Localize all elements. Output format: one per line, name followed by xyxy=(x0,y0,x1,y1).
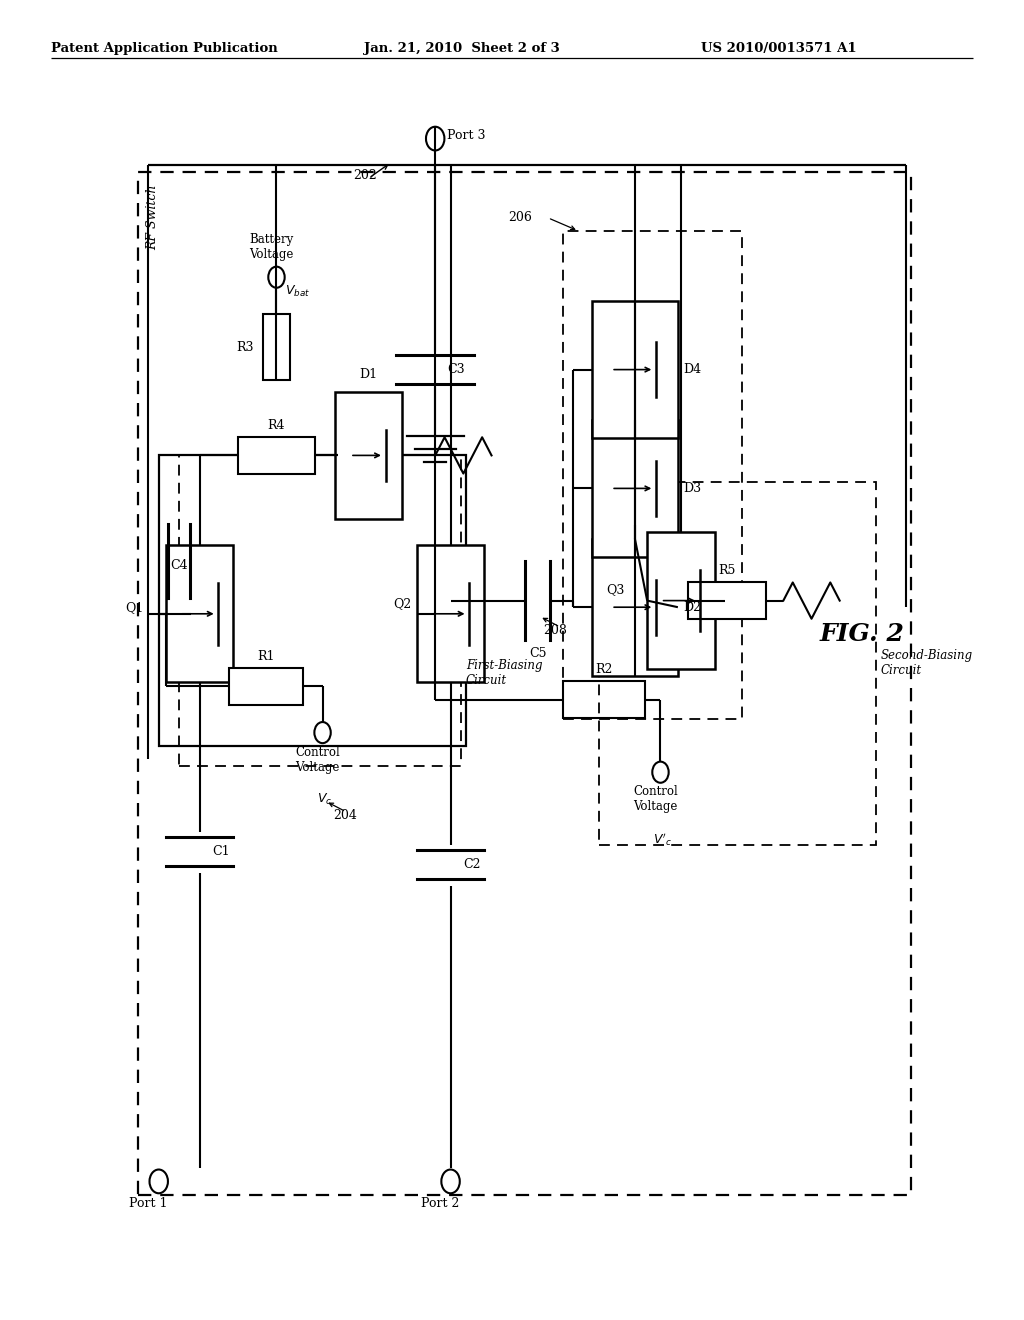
Text: $V_{bat}$: $V_{bat}$ xyxy=(285,284,310,298)
Text: D2: D2 xyxy=(683,601,701,614)
Text: 202: 202 xyxy=(353,169,377,182)
Text: Port 1: Port 1 xyxy=(129,1197,168,1210)
Text: First-Biasing
Circuit: First-Biasing Circuit xyxy=(466,659,543,688)
Text: Q2: Q2 xyxy=(393,597,412,610)
Bar xyxy=(159,455,466,746)
Text: Control
Voltage: Control Voltage xyxy=(633,785,678,813)
Text: C4: C4 xyxy=(170,558,188,572)
Text: FIG. 2: FIG. 2 xyxy=(819,622,904,645)
Text: R3: R3 xyxy=(237,341,254,354)
Text: $V'_c$: $V'_c$ xyxy=(653,832,672,849)
Bar xyxy=(563,231,742,719)
Text: D3: D3 xyxy=(683,482,701,495)
Text: Q3: Q3 xyxy=(606,583,625,597)
Bar xyxy=(229,668,303,705)
Text: C2: C2 xyxy=(463,858,480,871)
Text: Port 2: Port 2 xyxy=(421,1197,460,1210)
Text: C3: C3 xyxy=(447,363,465,376)
Text: 208: 208 xyxy=(543,624,566,638)
Bar xyxy=(335,392,402,519)
Bar xyxy=(263,314,290,380)
Text: Port 3: Port 3 xyxy=(447,129,486,143)
Text: 206: 206 xyxy=(509,211,532,224)
Text: Battery
Voltage: Battery Voltage xyxy=(249,234,294,261)
Bar xyxy=(166,545,233,682)
Text: R4: R4 xyxy=(267,418,286,432)
Text: RF Switch: RF Switch xyxy=(146,185,160,251)
Text: D4: D4 xyxy=(683,363,701,376)
Bar xyxy=(179,455,461,766)
Text: D1: D1 xyxy=(359,368,378,381)
Bar xyxy=(688,582,766,619)
Text: 204: 204 xyxy=(333,809,356,822)
Bar xyxy=(238,437,315,474)
Text: Q1: Q1 xyxy=(125,601,143,614)
Text: $V_c$: $V_c$ xyxy=(317,792,332,807)
Bar xyxy=(592,420,678,557)
Text: Second-Biasing
Circuit: Second-Biasing Circuit xyxy=(881,649,973,677)
Bar xyxy=(647,532,715,669)
Bar xyxy=(563,681,645,718)
Text: Patent Application Publication: Patent Application Publication xyxy=(51,42,278,55)
Text: US 2010/0013571 A1: US 2010/0013571 A1 xyxy=(701,42,857,55)
Text: R1: R1 xyxy=(257,649,275,663)
Text: Jan. 21, 2010  Sheet 2 of 3: Jan. 21, 2010 Sheet 2 of 3 xyxy=(364,42,559,55)
Bar xyxy=(417,545,484,682)
Text: C1: C1 xyxy=(212,845,229,858)
Bar xyxy=(592,301,678,438)
Text: C5: C5 xyxy=(528,647,547,660)
Text: R2: R2 xyxy=(596,663,612,676)
Text: Control
Voltage: Control Voltage xyxy=(295,746,340,774)
Bar xyxy=(592,539,678,676)
Bar xyxy=(599,482,876,845)
Text: R5: R5 xyxy=(719,564,735,577)
Bar xyxy=(138,172,911,1195)
